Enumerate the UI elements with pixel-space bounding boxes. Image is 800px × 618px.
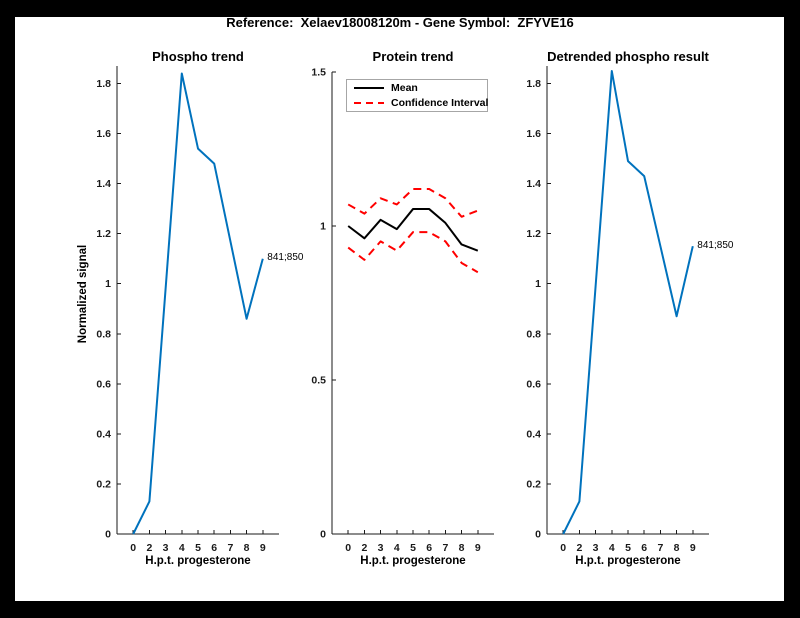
svg-text:3: 3 xyxy=(163,542,169,554)
svg-text:0.5: 0.5 xyxy=(311,375,326,387)
plot1-title: Phospho trend xyxy=(152,49,244,64)
svg-text:0.4: 0.4 xyxy=(96,428,111,440)
svg-text:6: 6 xyxy=(641,542,647,554)
svg-text:8: 8 xyxy=(674,542,680,554)
mean-line-sample-icon xyxy=(354,87,384,89)
svg-text:0: 0 xyxy=(320,529,326,541)
svg-text:2: 2 xyxy=(361,542,367,554)
svg-text:0: 0 xyxy=(345,542,351,554)
plot1-datatip-label: 841;850 xyxy=(267,252,304,264)
svg-text:2: 2 xyxy=(146,542,152,554)
svg-text:4: 4 xyxy=(394,542,400,554)
svg-text:0: 0 xyxy=(535,529,541,541)
svg-text:9: 9 xyxy=(260,542,266,554)
svg-text:0.4: 0.4 xyxy=(526,428,541,440)
svg-text:0.2: 0.2 xyxy=(526,478,541,490)
svg-text:1: 1 xyxy=(535,278,541,290)
svg-text:7: 7 xyxy=(657,542,663,554)
svg-text:9: 9 xyxy=(690,542,696,554)
plot3-datatip-label: 841;850 xyxy=(697,239,734,251)
plot1-x-axis-label: H.p.t. progesterone xyxy=(145,555,251,567)
plot3-title: Detrended phospho result xyxy=(547,49,709,64)
legend-label-confidence-interval: Confidence Interval xyxy=(391,97,489,109)
svg-text:1: 1 xyxy=(320,221,326,233)
svg-text:1: 1 xyxy=(105,278,111,290)
svg-text:6: 6 xyxy=(426,542,432,554)
svg-text:7: 7 xyxy=(442,542,448,554)
svg-text:5: 5 xyxy=(625,542,631,554)
svg-text:0.8: 0.8 xyxy=(526,328,541,340)
svg-text:0.8: 0.8 xyxy=(96,328,111,340)
svg-text:3: 3 xyxy=(378,542,384,554)
svg-text:1.2: 1.2 xyxy=(526,228,541,240)
plot1-y-axis-label: Normalized signal xyxy=(77,244,89,344)
svg-text:0.2: 0.2 xyxy=(96,478,111,490)
plot2-x-axis-label: H.p.t. progesterone xyxy=(360,555,466,567)
svg-text:2: 2 xyxy=(576,542,582,554)
svg-text:8: 8 xyxy=(459,542,465,554)
svg-text:1.5: 1.5 xyxy=(311,67,326,79)
svg-text:4: 4 xyxy=(609,542,615,554)
svg-text:0.6: 0.6 xyxy=(96,378,111,390)
svg-text:3: 3 xyxy=(593,542,599,554)
svg-text:0.6: 0.6 xyxy=(526,378,541,390)
svg-text:8: 8 xyxy=(244,542,250,554)
legend-item-mean: Mean xyxy=(354,81,487,95)
svg-text:1.8: 1.8 xyxy=(96,78,111,90)
svg-text:9: 9 xyxy=(475,542,481,554)
svg-text:5: 5 xyxy=(410,542,416,554)
confidence-interval-line-sample-icon xyxy=(354,102,384,104)
svg-text:1.4: 1.4 xyxy=(96,178,111,190)
svg-text:6: 6 xyxy=(211,542,217,554)
svg-text:1.2: 1.2 xyxy=(96,228,111,240)
svg-text:1.6: 1.6 xyxy=(96,128,111,140)
plot2-title: Protein trend xyxy=(372,49,454,64)
plot3-x-axis-label: H.p.t. progesterone xyxy=(575,555,681,567)
figure-title: Reference: Xelaev18008120m - Gene Symbol… xyxy=(226,15,574,30)
svg-text:1.8: 1.8 xyxy=(526,78,541,90)
svg-text:0: 0 xyxy=(130,542,136,554)
svg-text:5: 5 xyxy=(195,542,201,554)
svg-text:7: 7 xyxy=(227,542,233,554)
svg-text:1.4: 1.4 xyxy=(526,178,541,190)
svg-text:0: 0 xyxy=(105,529,111,541)
legend-label-mean: Mean xyxy=(391,82,418,94)
svg-text:0: 0 xyxy=(560,542,566,554)
legend-item-confidence-interval: Confidence Interval xyxy=(354,96,489,110)
svg-text:1.6: 1.6 xyxy=(526,128,541,140)
svg-text:4: 4 xyxy=(179,542,185,554)
figure-canvas xyxy=(15,17,784,601)
legend: Mean Confidence Interval xyxy=(346,79,488,112)
